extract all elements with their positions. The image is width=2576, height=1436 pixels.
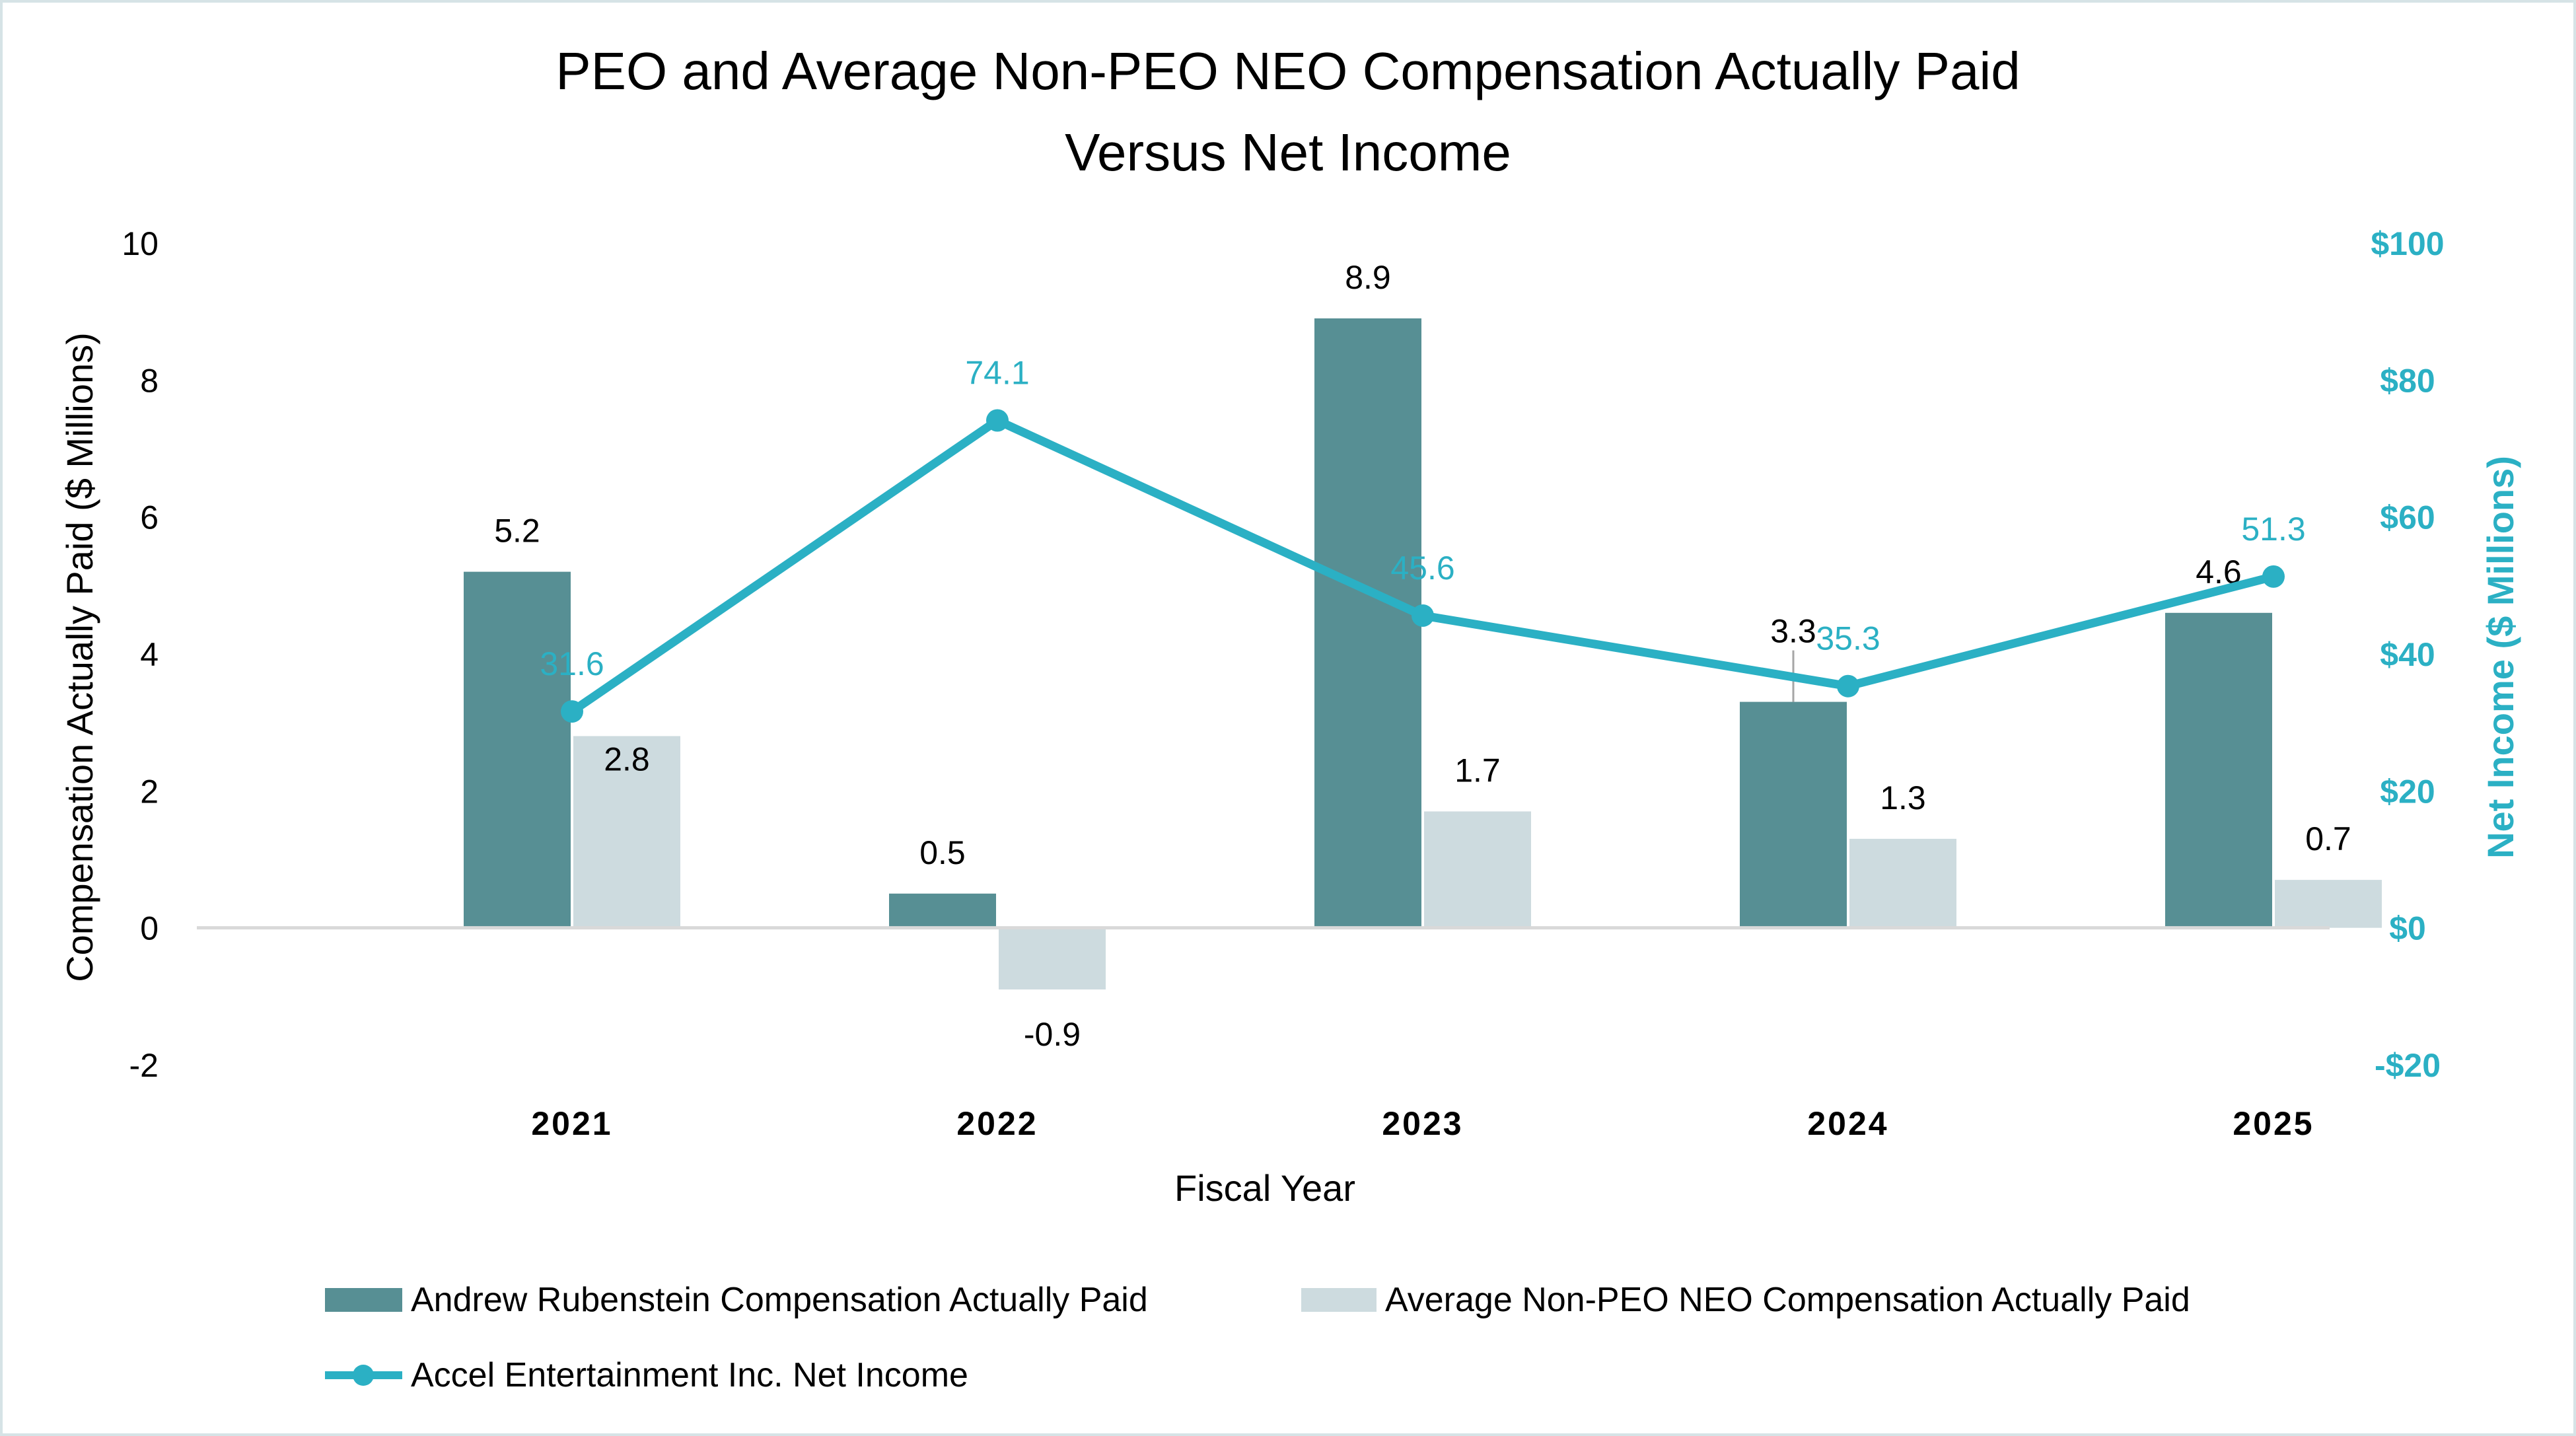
line-marker-net-income xyxy=(561,700,583,723)
legend-swatch-peo xyxy=(325,1288,402,1312)
bar-peo xyxy=(889,893,996,928)
data-label-peo: 3.3 xyxy=(1770,613,1816,650)
y-right-tick-label: $0 xyxy=(2389,910,2426,947)
data-label-net-income: 45.6 xyxy=(1390,550,1454,587)
legend-label-net-income: Accel Entertainment Inc. Net Income xyxy=(411,1356,968,1394)
data-label-net-income: 74.1 xyxy=(965,354,1029,391)
y-left-tick-label: 6 xyxy=(140,499,159,536)
y-left-tick-label: 10 xyxy=(122,225,159,262)
data-label-non-peo: 0.7 xyxy=(2305,820,2351,857)
data-label-peo: 8.9 xyxy=(1345,259,1391,296)
y-left-tick-label: 2 xyxy=(140,773,159,810)
bar-non-peo xyxy=(1424,811,1531,928)
y-left-tick-label: 8 xyxy=(140,362,159,399)
line-marker-net-income xyxy=(1837,674,1859,698)
data-label-non-peo: 1.7 xyxy=(1454,752,1501,789)
y-axis-left-title: Compensation Actually Paid ($ Millions) xyxy=(59,332,100,982)
y-left-tick-label: -2 xyxy=(129,1047,159,1084)
data-label-non-peo: 1.3 xyxy=(1880,779,1926,816)
x-tick-label: 2022 xyxy=(956,1105,1038,1142)
x-tick-label: 2023 xyxy=(1382,1105,1463,1142)
chart-title-line-2: Versus Net Income xyxy=(1065,123,1511,182)
y-right-tick-label: $40 xyxy=(2380,636,2435,673)
y-right-tick-label: $60 xyxy=(2380,499,2435,536)
y-axis-right-title: Net Income ($ Millions) xyxy=(2480,456,2521,859)
line-marker-net-income xyxy=(986,409,1009,432)
chart-title-line-1: PEO and Average Non-PEO NEO Compensation… xyxy=(555,42,2021,100)
line-marker-net-income xyxy=(1412,604,1434,627)
legend-label-non-peo: Average Non-PEO NEO Compensation Actuall… xyxy=(1385,1281,2190,1319)
y-right-tick-label: $20 xyxy=(2380,773,2435,810)
bar-peo xyxy=(464,571,571,928)
bar-peo xyxy=(1314,318,1421,928)
bar-non-peo xyxy=(999,927,1106,989)
legend-label-peo: Andrew Rubenstein Compensation Actually … xyxy=(411,1281,1148,1319)
bar-non-peo xyxy=(1849,838,1956,928)
x-tick-label: 2024 xyxy=(1807,1105,1888,1142)
data-label-peo: 0.5 xyxy=(919,834,966,871)
bar-peo xyxy=(2165,612,2272,928)
y-left-tick-label: 0 xyxy=(140,910,159,947)
legend: Andrew Rubenstein Compensation Actually … xyxy=(325,1281,2190,1394)
y-right-tick-label: -$20 xyxy=(2375,1047,2441,1084)
bar-non-peo xyxy=(573,736,680,928)
y-right-tick-label: $80 xyxy=(2380,362,2435,399)
y-right-tick-label: $100 xyxy=(2371,225,2444,262)
x-tick-label: 2021 xyxy=(531,1105,612,1142)
legend-swatch-non-peo xyxy=(1301,1288,1377,1312)
bar-non-peo xyxy=(2275,880,2382,928)
x-tick-label: 2025 xyxy=(2233,1105,2314,1142)
data-label-non-peo: -0.9 xyxy=(1024,1016,1081,1053)
data-label-net-income: 35.3 xyxy=(1816,620,1880,657)
y-left-tick-label: 4 xyxy=(140,636,159,673)
x-axis-title: Fiscal Year xyxy=(1174,1167,1355,1209)
legend-marker-net-income xyxy=(353,1365,374,1386)
data-label-non-peo: 2.8 xyxy=(604,740,650,777)
data-label-peo: 5.2 xyxy=(494,513,540,550)
data-label-net-income: 31.6 xyxy=(540,645,604,682)
bar-peo xyxy=(1740,701,1847,928)
line-marker-net-income xyxy=(2262,565,2285,588)
data-label-net-income: 51.3 xyxy=(2241,511,2305,548)
